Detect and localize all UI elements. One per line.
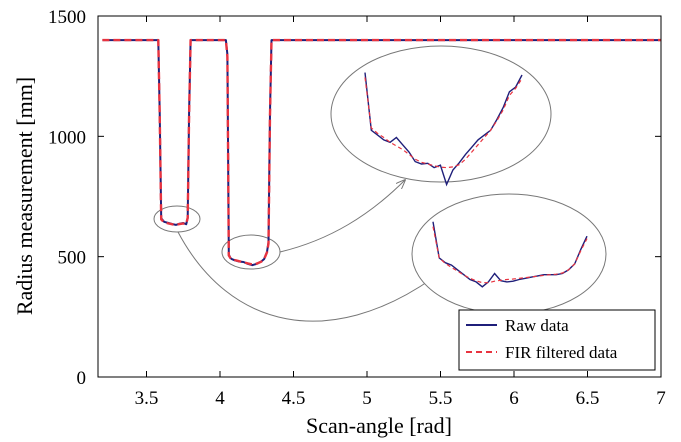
axis-ticks [98,15,662,378]
x-tick-label: 5.5 [429,388,453,409]
x-tick-label: 6.5 [576,388,600,409]
x-tick-label: 7 [656,388,666,409]
inset-fir-line [432,226,588,284]
legend-label-fir: FIR filtered data [505,343,618,362]
plot-lines [102,38,661,267]
inset-fir-line [364,77,523,169]
x-tick-label: 4.5 [282,388,306,409]
y-tick-label: 0 [77,368,87,389]
legend-label-raw: Raw data [505,316,569,335]
y-tick-label: 500 [58,248,87,269]
plot-area-frame [97,15,662,378]
zoom-ellipse-first-dip [411,193,607,315]
y-tick-label: 1000 [48,127,86,148]
x-tick-label: 3.5 [135,388,159,409]
x-axis-title: Scan-angle [rad] [306,413,452,438]
zoom-insets [330,45,607,315]
y-axis-title: Radius measurement [mm] [12,77,37,315]
x-tick-label: 6 [509,388,519,409]
x-tick-label: 5 [362,388,372,409]
tick-labels: 3.5 4 4.5 5 5.5 6 6.5 7 0 500 1000 1500 [48,7,666,409]
y-tick-label: 1500 [48,7,86,28]
legend-box [458,309,656,371]
series-line-fir [102,38,661,266]
x-tick-label: 4 [215,388,225,409]
zoom-connector-arrows [153,180,433,322]
connector-arrow-second-dip [279,180,405,253]
inset-raw-line [364,72,523,187]
zoom-ellipse-second-dip [330,45,552,183]
legend: Raw data FIR filtered data [458,309,656,371]
highlight-ellipse-first-dip [153,205,201,233]
connector-arrow-first-dip [177,231,433,322]
